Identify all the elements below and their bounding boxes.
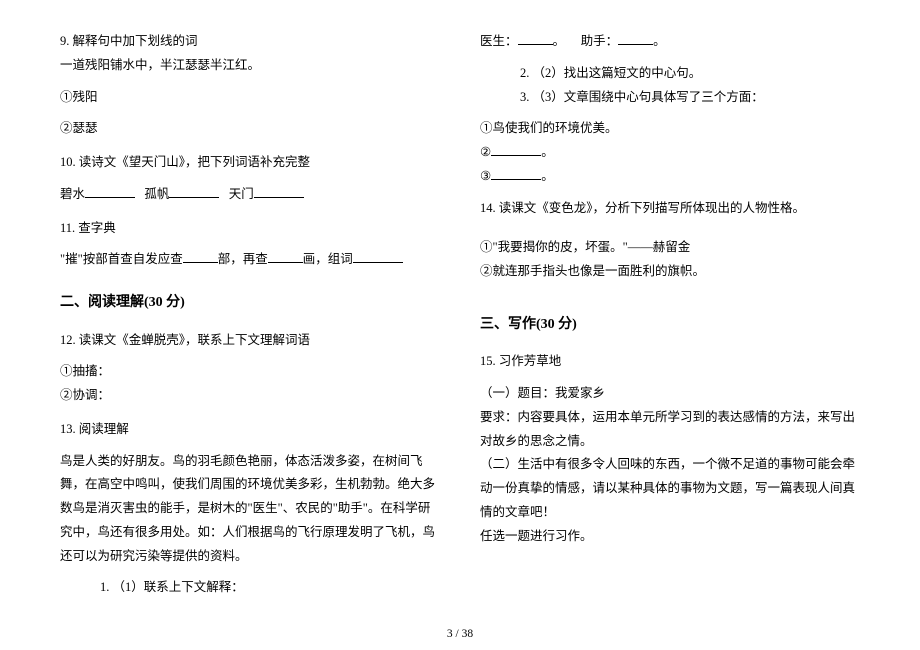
blank bbox=[254, 184, 304, 198]
two-column-layout: 9. 解释句中加下划线的词 一道残阳铺水中，半江瑟瑟半江红。 ①残阳 ②瑟瑟 1… bbox=[60, 30, 860, 620]
aspect2-label: ② bbox=[480, 145, 491, 159]
q13-sub2: 2. （2）找出这篇短文的中心句。 bbox=[480, 62, 860, 86]
q11-mid2: 画，组词 bbox=[303, 252, 353, 266]
q12-item-1: ①抽搐： bbox=[60, 360, 440, 384]
q11-line: "摧"按部首查自发应查 部，再查 画，组词 bbox=[60, 248, 440, 272]
blank bbox=[491, 142, 541, 156]
blank bbox=[183, 249, 218, 263]
q11-mid1: 部，再查 bbox=[218, 252, 268, 266]
period: 。 bbox=[541, 169, 554, 183]
question-11: 11. 查字典 "摧"按部首查自发应查 部，再查 画，组词 bbox=[60, 217, 440, 273]
assistant-label: 助手： bbox=[581, 34, 619, 48]
q13-title: 13. 阅读理解 bbox=[60, 418, 440, 442]
question-15: 15. 习作芳草地 （一）题目：我爱家乡 要求：内容要具体，运用本单元所学习到的… bbox=[480, 350, 860, 548]
page-number: 3 / 38 bbox=[0, 628, 920, 640]
q12-item-2: ②协调： bbox=[60, 384, 440, 408]
aspect3-label: ③ bbox=[480, 169, 491, 183]
q10-w1: 碧水 bbox=[60, 187, 85, 201]
q12-title: 12. 读课文《金蝉脱壳》，联系上下文理解词语 bbox=[60, 329, 440, 353]
q11-pre: "摧"按部首查自发应查 bbox=[60, 252, 183, 266]
q11-title: 11. 查字典 bbox=[60, 217, 440, 241]
q14-item-1: ①"我要揭你的皮，坏蛋。"——赫留金 bbox=[480, 236, 860, 260]
q13-sub1: 1. （1）联系上下文解释： bbox=[60, 576, 440, 600]
q10-w3: 天门 bbox=[229, 187, 254, 201]
q9-item-1: ①残阳 bbox=[60, 86, 440, 110]
q13-passage: 鸟是人类的好朋友。鸟的羽毛颜色艳丽，体态活泼多姿，在树间飞舞，在高空中鸣叫，使我… bbox=[60, 450, 440, 569]
question-14: 14. 读课文《变色龙》，分析下列描写所体现出的人物性格。 ①"我要揭你的皮，坏… bbox=[480, 197, 860, 284]
q13-aspect-2: ②。 bbox=[480, 141, 860, 165]
blank bbox=[618, 31, 653, 45]
question-10: 10. 读诗文《望天门山》，把下列词语补充完整 碧水 孤帆 天门 bbox=[60, 151, 440, 207]
right-column: 医生： 。 助手： 。 2. （2）找出这篇短文的中心句。 3. （3）文章围绕中心… bbox=[480, 30, 860, 620]
q15-p2: 要求：内容要具体，运用本单元所学习到的表达感情的方法，来写出对故乡的思念之情。 bbox=[480, 406, 860, 454]
period: 。 bbox=[653, 34, 666, 48]
section-3-heading: 三、写作(30 分) bbox=[480, 312, 860, 339]
blank bbox=[518, 31, 553, 45]
question-9: 9. 解释句中加下划线的词 一道残阳铺水中，半江瑟瑟半江红。 ①残阳 ②瑟瑟 bbox=[60, 30, 440, 141]
q10-w2: 孤帆 bbox=[144, 187, 169, 201]
spacer bbox=[480, 228, 860, 236]
q14-title: 14. 读课文《变色龙》，分析下列描写所体现出的人物性格。 bbox=[480, 197, 860, 221]
blank bbox=[353, 249, 403, 263]
q10-words: 碧水 孤帆 天门 bbox=[60, 183, 440, 207]
period: 。 bbox=[541, 145, 554, 159]
period: 。 bbox=[553, 34, 566, 48]
left-column: 9. 解释句中加下划线的词 一道残阳铺水中，半江瑟瑟半江红。 ①残阳 ②瑟瑟 1… bbox=[60, 30, 440, 620]
section-2-heading: 二、阅读理解(30 分) bbox=[60, 290, 440, 317]
blank bbox=[85, 184, 135, 198]
q15-title: 15. 习作芳草地 bbox=[480, 350, 860, 374]
q13-aspect-1: ①鸟使我们的环境优美。 bbox=[480, 117, 860, 141]
q9-item-2: ②瑟瑟 bbox=[60, 117, 440, 141]
q15-p4: 任选一题进行习作。 bbox=[480, 525, 860, 549]
q13-sub3: 3. （3）文章围绕中心句具体写了三个方面： bbox=[480, 86, 860, 110]
q14-item-2: ②就连那手指头也像是一面胜利的旗帜。 bbox=[480, 260, 860, 284]
q13-doctor-assistant: 医生： 。 助手： 。 bbox=[480, 30, 860, 54]
q9-title: 9. 解释句中加下划线的词 bbox=[60, 30, 440, 54]
question-12: 12. 读课文《金蝉脱壳》，联系上下文理解词语 ①抽搐： ②协调： bbox=[60, 329, 440, 408]
q10-title: 10. 读诗文《望天门山》，把下列词语补充完整 bbox=[60, 151, 440, 175]
q15-p1: （一）题目：我爱家乡 bbox=[480, 382, 860, 406]
q13-aspect-3: ③。 bbox=[480, 165, 860, 189]
q15-p3: （二）生活中有很多令人回味的东西，一个微不足道的事物可能会牵动一份真挚的情感，请… bbox=[480, 453, 860, 524]
blank bbox=[491, 166, 541, 180]
question-13: 13. 阅读理解 鸟是人类的好朋友。鸟的羽毛颜色艳丽，体态活泼多姿，在树间飞舞，… bbox=[60, 418, 440, 600]
blank bbox=[169, 184, 219, 198]
doctor-label: 医生： bbox=[480, 34, 518, 48]
q9-poem-line: 一道残阳铺水中，半江瑟瑟半江红。 bbox=[60, 54, 440, 78]
blank bbox=[268, 249, 303, 263]
